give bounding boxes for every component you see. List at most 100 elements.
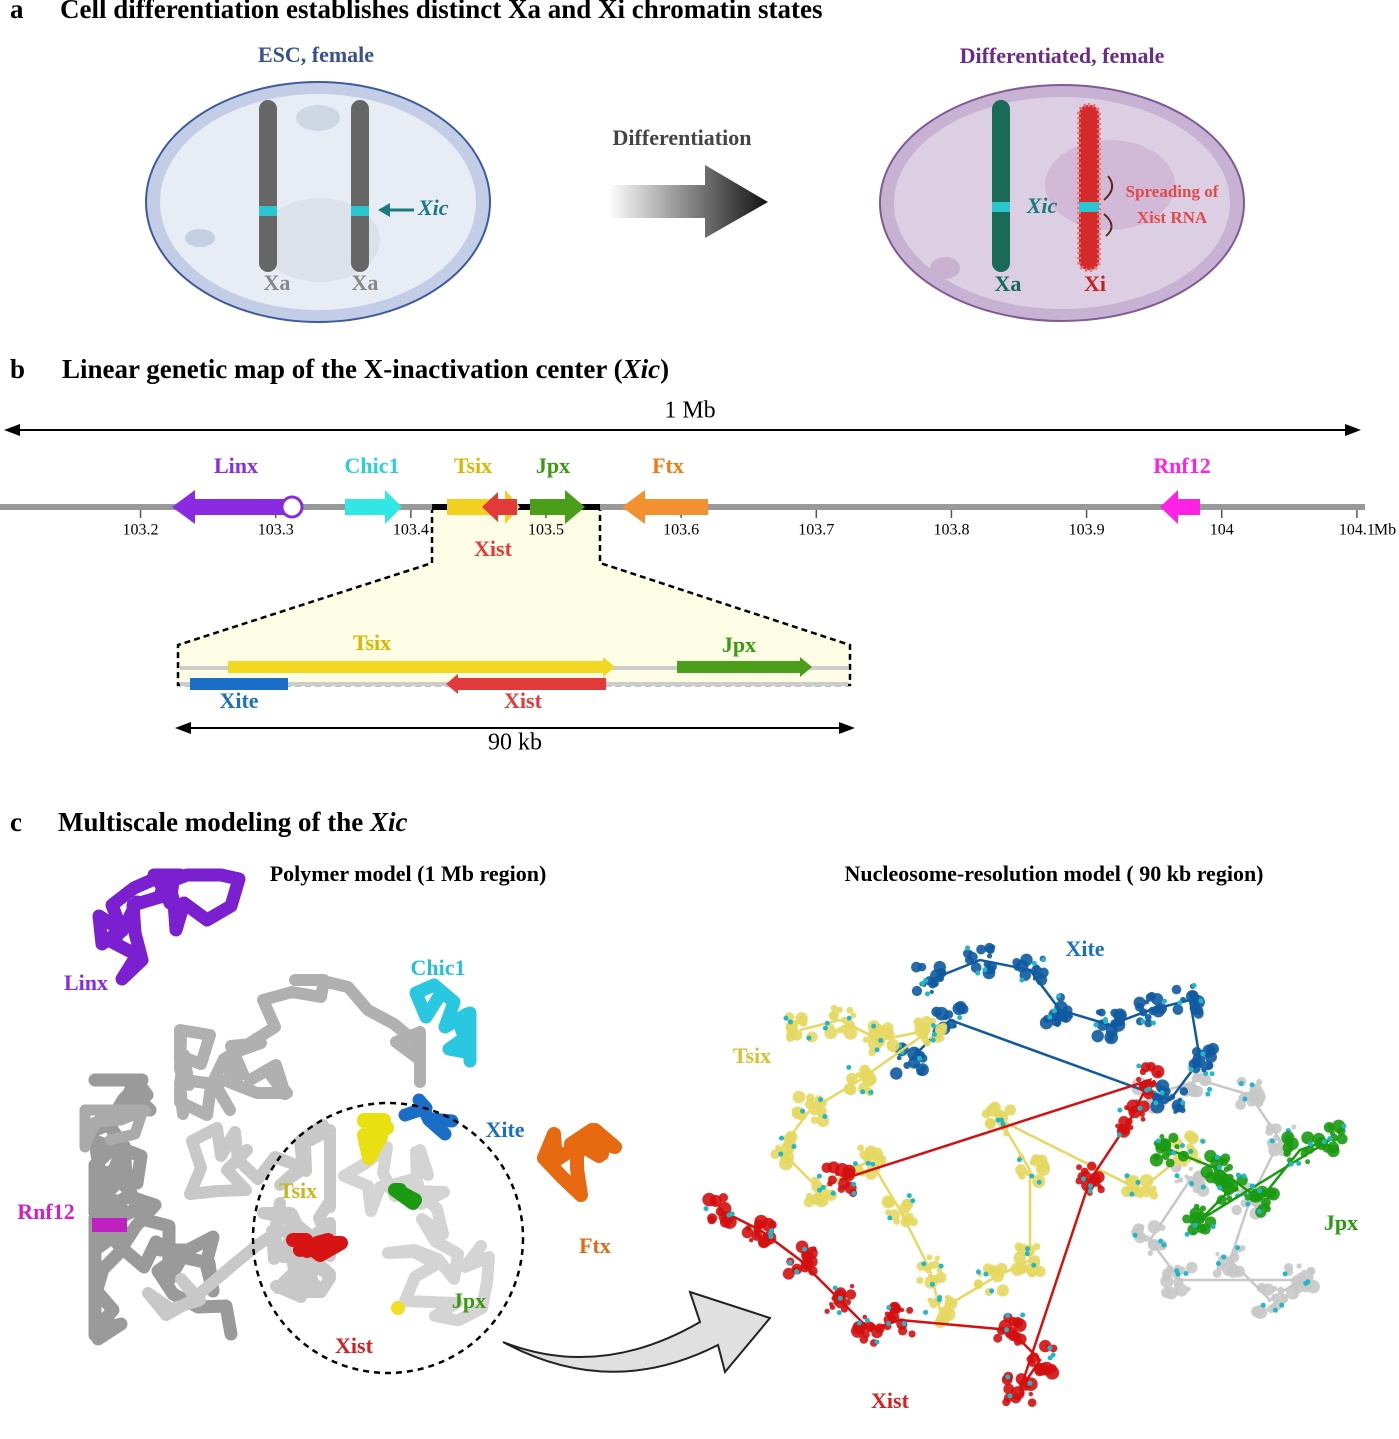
nucleosome [976, 944, 987, 955]
nucleosome [903, 1061, 911, 1069]
nucleosome [1010, 1386, 1025, 1401]
nucleosome [1003, 1130, 1010, 1137]
nucleosome [1145, 993, 1155, 1002]
nucleosome [906, 1306, 914, 1314]
gene-arrow [482, 492, 517, 522]
linker [1180, 1143, 1186, 1149]
nucleosome [1271, 1293, 1280, 1303]
linker [865, 1160, 871, 1166]
linker [864, 1317, 870, 1323]
nucleosome [984, 1117, 997, 1130]
linker [1260, 1302, 1266, 1308]
nucleosome [753, 1225, 762, 1234]
gene-label: Tsix [353, 630, 391, 655]
nucleosome [886, 1041, 892, 1046]
model-title: Nucleosome-resolution model ( 90 kb regi… [845, 861, 1264, 886]
nucleosome [1185, 1261, 1198, 1274]
nucleosome [1177, 1177, 1184, 1183]
note: Xist RNA [1137, 208, 1208, 227]
nucleosome [837, 1185, 845, 1193]
nucleosome [882, 1022, 894, 1034]
linker [1200, 1184, 1206, 1190]
linker [1272, 1307, 1278, 1313]
nucleosome [899, 1307, 905, 1313]
nucleosome [958, 1004, 969, 1015]
nucleosome [1134, 1002, 1144, 1012]
nucleosome [1146, 1061, 1156, 1072]
nucleosome [983, 960, 991, 968]
nucleosome [1012, 958, 1021, 967]
nucleosome [810, 1116, 819, 1124]
nucleosome [1231, 1204, 1242, 1216]
nucleosome [1220, 1184, 1228, 1192]
gene-label: Jpx [536, 453, 570, 478]
scale-label: 1 Mb [664, 398, 715, 424]
nucleosome [1149, 1153, 1164, 1167]
nucleosome [1032, 969, 1039, 976]
nucleosome [944, 1295, 949, 1300]
nucleosome [821, 1162, 833, 1173]
pointer-head [378, 203, 390, 217]
nucleosome [1110, 1019, 1120, 1029]
nucleosome [936, 967, 947, 978]
nucleosome [1147, 1250, 1154, 1256]
tick-label: 103.6 [663, 522, 699, 539]
title-part: Xic [622, 354, 661, 384]
gene-arrow [677, 657, 812, 677]
panel-label: b [10, 354, 25, 384]
linker [1249, 1183, 1255, 1189]
nucleosome [792, 1090, 806, 1104]
tick-label: 103.4 [393, 522, 429, 539]
nucleosome [1033, 1242, 1041, 1251]
linker [851, 1181, 857, 1187]
nucleosome [926, 1254, 933, 1261]
organelle [185, 229, 215, 247]
linker [868, 1089, 874, 1095]
nucleosome [1013, 1251, 1026, 1265]
nucleosome [995, 1262, 1008, 1275]
linker [856, 1320, 862, 1326]
nucleosome [1076, 1164, 1082, 1171]
nucleosome [1177, 1150, 1189, 1162]
linker [1005, 1312, 1011, 1318]
linker [1235, 1172, 1241, 1178]
nucleosome [1187, 1132, 1199, 1145]
nucleosome [1265, 1127, 1274, 1136]
linker [982, 967, 988, 973]
nucleosome [1145, 1079, 1153, 1086]
xic-band [1079, 202, 1099, 212]
polymer-chain [537, 1123, 622, 1202]
nucleosome [859, 1335, 869, 1344]
nucleosome [841, 1016, 848, 1023]
linker [783, 1015, 789, 1021]
title-part: Multiscale modeling of the [58, 807, 370, 837]
nucleosome [1163, 1087, 1171, 1096]
nucleosome [1305, 1145, 1315, 1154]
linker [1192, 1222, 1198, 1228]
nucleosome [1002, 1398, 1011, 1407]
linker [1177, 1000, 1183, 1006]
bead [391, 1301, 405, 1315]
gene-arrow [530, 490, 585, 524]
linker [930, 1037, 936, 1043]
nucleosome [1184, 1174, 1189, 1179]
nucleosome [1027, 1267, 1038, 1278]
linker [726, 1212, 732, 1218]
chromosome [259, 100, 277, 272]
polymer-chain [286, 1233, 348, 1262]
nucleosome [770, 1149, 781, 1160]
linker [816, 1173, 822, 1179]
rnf12-segment [92, 1218, 127, 1232]
linker [1174, 1268, 1180, 1274]
nucleosome [1115, 1123, 1120, 1129]
tick-label: 103.3 [258, 522, 294, 539]
organelle [296, 105, 340, 131]
xic-band [351, 206, 369, 216]
nucleosome [1234, 1186, 1239, 1192]
nucleosome [1212, 1173, 1224, 1185]
linker [1171, 1150, 1177, 1156]
linker [1155, 1138, 1161, 1144]
nucleosome [808, 1102, 823, 1116]
nucleosome [918, 1053, 928, 1063]
linker [871, 1023, 877, 1029]
